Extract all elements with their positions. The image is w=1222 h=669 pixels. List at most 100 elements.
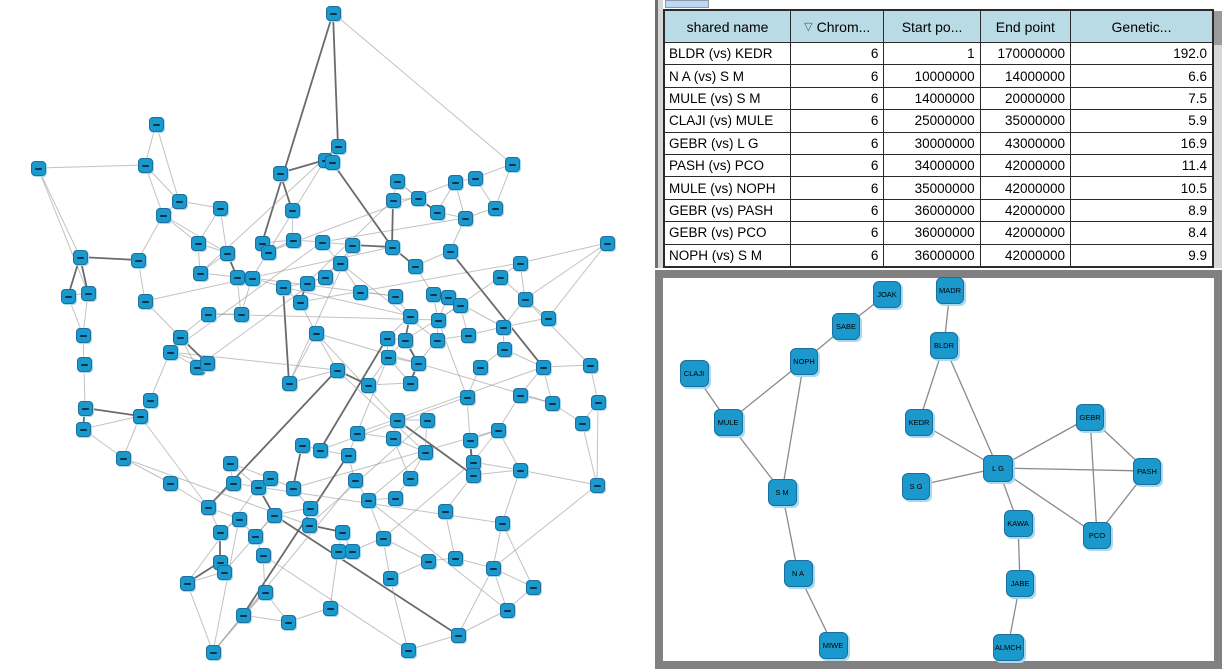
table-cell[interactable]: 6.6 [1188, 68, 1207, 84]
table-cell[interactable]: 35000000 [884, 177, 981, 199]
network-node[interactable] [457, 210, 473, 226]
network-node[interactable] [410, 355, 426, 371]
table-row[interactable]: GEBR (vs) PASH 6 36000000 42000000 8.9 [665, 199, 1212, 223]
network-node[interactable] [225, 475, 241, 491]
network-edge[interactable] [943, 344, 999, 469]
network-node[interactable] [171, 193, 187, 209]
network-edge[interactable] [781, 360, 805, 493]
table-cell[interactable]: 6 [791, 244, 885, 267]
table-cell[interactable]: 16.9 [1180, 135, 1207, 151]
network-node[interactable] [344, 543, 360, 559]
network-node[interactable] [308, 325, 324, 341]
table-cell[interactable]: 6 [791, 65, 885, 87]
network-node[interactable] [425, 286, 441, 302]
network-node-pash[interactable]: PASH [1133, 457, 1161, 485]
network-node[interactable] [257, 584, 273, 600]
network-node[interactable] [314, 234, 330, 250]
table-cell[interactable]: 11.4 [1181, 158, 1207, 174]
table-cell[interactable]: MULE (vs) S M [665, 87, 792, 110]
network-node[interactable] [340, 447, 356, 463]
network-node[interactable] [325, 5, 341, 21]
table-cell[interactable]: NOPH (vs) S M [665, 244, 792, 267]
network-node[interactable] [344, 237, 360, 253]
network-node[interactable] [385, 192, 401, 208]
scrollbar-track[interactable] [1214, 45, 1222, 268]
network-node[interactable] [452, 297, 468, 313]
network-node[interactable] [80, 285, 96, 301]
network-node[interactable] [233, 306, 249, 322]
network-node[interactable] [574, 415, 590, 431]
network-node[interactable] [250, 479, 266, 495]
network-node[interactable] [329, 362, 345, 378]
network-node-jabe[interactable]: JABE [1006, 569, 1034, 597]
network-node-lg[interactable]: L G [983, 454, 1013, 482]
table-row[interactable]: NOPH (vs) S M 6 36000000 42000000 9.9 [665, 244, 1212, 267]
table-cell[interactable]: 6 [791, 222, 885, 244]
network-node[interactable] [216, 564, 232, 580]
network-node[interactable] [334, 524, 350, 540]
network-node[interactable] [200, 306, 216, 322]
network-node[interactable] [375, 530, 391, 546]
column-header-4[interactable]: Genetic... [1071, 11, 1212, 42]
network-node[interactable] [199, 355, 215, 371]
table-cell[interactable]: 6 [791, 87, 885, 110]
table-cell[interactable]: 42000000 [981, 177, 1072, 199]
network-node[interactable] [162, 475, 178, 491]
table-cell[interactable]: 25000000 [884, 110, 981, 132]
network-node[interactable] [402, 375, 418, 391]
network-node[interactable] [247, 528, 263, 544]
network-node[interactable] [465, 467, 481, 483]
network-node[interactable] [275, 279, 291, 295]
network-node[interactable] [231, 511, 247, 527]
network-node[interactable] [75, 421, 91, 437]
table-cell[interactable]: 42000000 [981, 222, 1072, 244]
network-node[interactable] [384, 239, 400, 255]
network-node[interactable] [430, 312, 446, 328]
network-node[interactable] [450, 627, 466, 643]
network-node-sg[interactable]: S G [902, 472, 930, 500]
network-node[interactable] [417, 444, 433, 460]
table-cell[interactable]: 36000000 [884, 199, 981, 222]
network-node[interactable] [255, 547, 271, 563]
network-node[interactable] [437, 503, 453, 519]
network-node[interactable] [494, 515, 510, 531]
network-node[interactable] [499, 602, 515, 618]
network-node[interactable] [299, 275, 315, 291]
table-vertical-scrollbar[interactable] [1214, 0, 1222, 268]
network-node[interactable] [490, 422, 506, 438]
network-node[interactable] [419, 412, 435, 428]
network-node[interactable] [200, 499, 216, 515]
network-node[interactable] [324, 154, 340, 170]
network-node[interactable] [76, 356, 92, 372]
column-header-3[interactable]: End point [981, 11, 1072, 42]
network-node[interactable] [590, 394, 606, 410]
network-node-noph[interactable]: NOPH [790, 347, 818, 375]
table-cell[interactable]: 5.9 [1188, 113, 1207, 129]
table-cell[interactable]: GEBR (vs) L G [665, 132, 792, 155]
network-node[interactable] [235, 607, 251, 623]
network-node[interactable] [397, 332, 413, 348]
network-node[interactable] [155, 207, 171, 223]
table-row[interactable]: N A (vs) S M 6 10000000 14000000 6.6 [665, 65, 1212, 88]
table-cell[interactable]: GEBR (vs) PASH [665, 199, 792, 222]
table-cell[interactable]: 6 [791, 132, 885, 155]
network-node[interactable] [407, 258, 423, 274]
network-node[interactable] [284, 202, 300, 218]
table-cell[interactable]: 36000000 [884, 244, 981, 267]
network-node[interactable] [137, 157, 153, 173]
network-node[interactable] [302, 500, 318, 516]
subnetwork-canvas[interactable]: JOAK MADR SABE BLDR NOPH CLAJI MULE KEDR GEBR L G… [663, 276, 1214, 661]
network-node[interactable] [360, 377, 376, 393]
table-cell[interactable]: 35000000 [981, 110, 1072, 132]
filter-icon[interactable]: ▽ [804, 21, 813, 33]
network-node[interactable] [347, 472, 363, 488]
network-node[interactable] [285, 232, 301, 248]
table-cell[interactable]: 6 [791, 155, 885, 177]
network-edge[interactable] [997, 467, 1148, 472]
network-node[interactable] [589, 477, 605, 493]
network-node[interactable] [462, 432, 478, 448]
network-node[interactable] [330, 543, 346, 559]
network-node[interactable] [179, 575, 195, 591]
network-node[interactable] [380, 349, 396, 365]
network-node[interactable] [285, 480, 301, 496]
